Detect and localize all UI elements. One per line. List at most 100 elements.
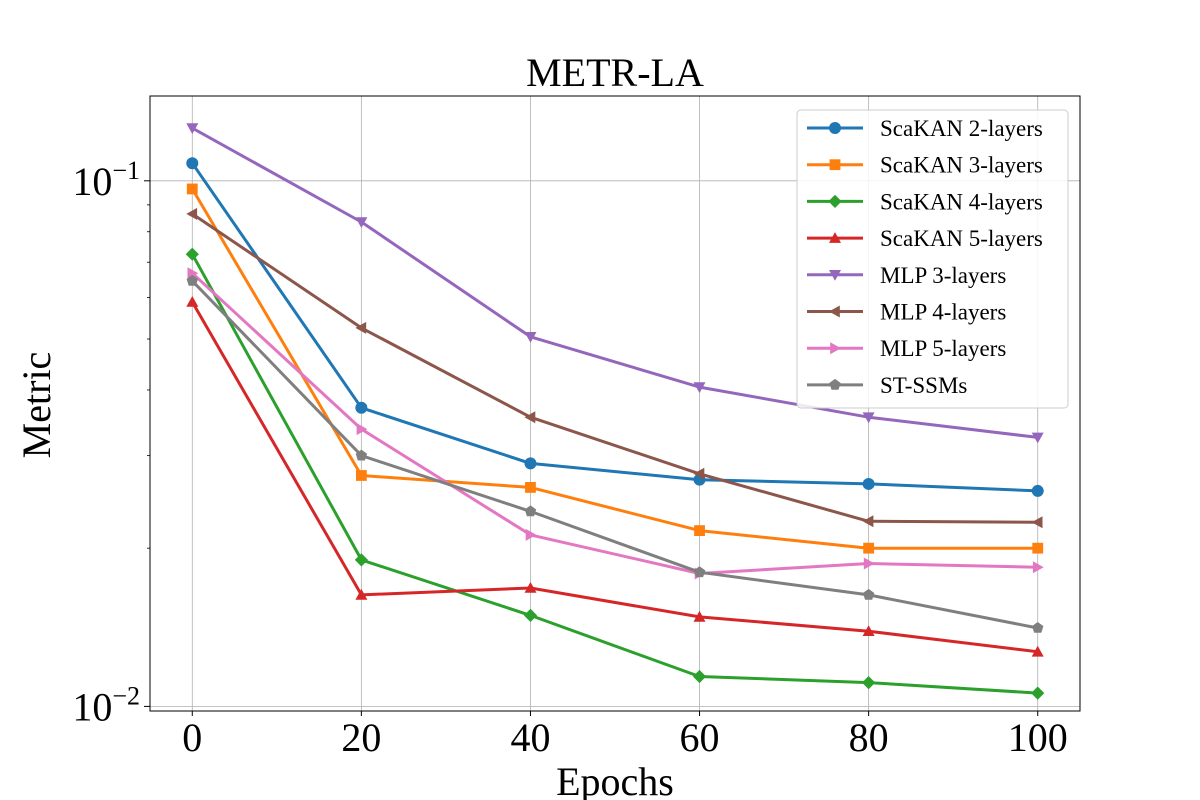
data-point (355, 449, 368, 461)
y-axis-label: Metric (14, 352, 59, 459)
series-5 (186, 207, 1043, 529)
series-line (191, 212, 1038, 524)
data-point (355, 470, 367, 481)
data-point (354, 553, 368, 567)
legend-label: ScaKAN 4-layers (880, 189, 1043, 214)
data-point (1032, 622, 1044, 633)
legend-marker (829, 159, 841, 171)
legend-label: MLP 4-layers (880, 300, 1006, 325)
data-point (863, 557, 875, 570)
legend-label: ScaKAN 5-layers (880, 226, 1043, 251)
legend-marker (829, 122, 841, 134)
series-4 (186, 123, 1044, 444)
data-point (1032, 542, 1044, 554)
legend-item: ScaKAN 2-layers (807, 116, 1043, 141)
legend-item: MLP 4-layers (807, 300, 1006, 325)
data-point (356, 423, 368, 436)
legend-label: MLP 5-layers (880, 336, 1006, 361)
data-point (525, 528, 537, 541)
series-0 (186, 157, 1044, 497)
plot-frame (149, 95, 1081, 712)
x-tick-label: 60 (680, 715, 720, 760)
legend-marker (829, 270, 841, 281)
legend-item: MLP 3-layers (807, 263, 1006, 288)
data-point (1031, 645, 1044, 657)
legend-label: ScaKAN 2-layers (880, 116, 1043, 141)
data-point (186, 296, 199, 307)
ticks: 0 20 40 60 80 100 10−1 10−2 (72, 156, 1067, 760)
data-point (525, 482, 536, 493)
data-point (355, 588, 368, 600)
data-point (185, 247, 199, 261)
data-point (524, 505, 537, 517)
data-point (186, 157, 199, 170)
data-point (524, 582, 537, 593)
x-tick-label: 40 (510, 715, 550, 760)
legend-marker (829, 378, 841, 390)
legend-box (796, 109, 1069, 409)
legend-item: ScaKAN 4-layers (807, 189, 1043, 214)
series-line (191, 279, 1038, 630)
data-point (862, 588, 875, 600)
series-3 (186, 296, 1044, 657)
legend-label: MLP 3-layers (880, 263, 1006, 288)
data-point (862, 676, 876, 690)
legend: ScaKAN 2-layers ScaKAN 3-layers ScaKAN 4-l… (796, 109, 1069, 409)
data-point (186, 274, 198, 286)
data-point (355, 217, 368, 228)
series-line (190, 253, 1038, 695)
data-point (863, 542, 875, 554)
data-point (186, 123, 199, 135)
legend-label: ST-SSMs (880, 373, 967, 398)
data-point (692, 669, 707, 684)
data-point (862, 477, 875, 490)
data-point (693, 467, 705, 480)
data-point (693, 610, 706, 622)
data-point (523, 608, 538, 622)
y-tick-label: 10−1 (72, 156, 140, 204)
x-axis-label: Epochs (556, 759, 674, 800)
data-point (187, 267, 199, 280)
data-point (862, 625, 875, 636)
data-point (1031, 686, 1045, 700)
series-line (191, 126, 1038, 439)
legend-label: ScaKAN 3-layers (880, 153, 1043, 178)
data-point (1031, 516, 1043, 529)
data-point (355, 401, 368, 414)
data-point (693, 382, 706, 394)
data-point (1031, 484, 1044, 497)
data-point (862, 515, 874, 528)
data-point (524, 457, 537, 470)
data-point (186, 183, 198, 195)
series-layer (185, 123, 1045, 700)
data-point (1031, 432, 1044, 444)
legend-marker (829, 232, 841, 243)
series-7 (186, 274, 1044, 633)
legend-item: MLP 5-layers (807, 336, 1006, 361)
series-line (191, 272, 1038, 575)
series-line (191, 162, 1038, 493)
x-tick-label: 80 (849, 715, 889, 760)
data-point (355, 321, 367, 334)
x-tick-label: 20 (341, 715, 381, 760)
data-point (524, 332, 537, 343)
x-tick-label: 100 (1008, 715, 1068, 760)
chart-title: METR-LA (526, 50, 704, 95)
data-point (693, 566, 706, 578)
series-line (191, 301, 1038, 654)
series-6 (187, 267, 1044, 580)
data-point (524, 411, 536, 424)
data-point (186, 207, 198, 220)
series-2 (185, 247, 1045, 700)
data-point (694, 525, 705, 537)
legend-marker (830, 342, 841, 355)
legend-item: ScaKAN 3-layers (807, 153, 1043, 178)
legend-item: ScaKAN 5-layers (807, 226, 1043, 251)
legend-item: ST-SSMs (807, 373, 967, 398)
y-tick-label: 10−2 (72, 681, 140, 729)
x-tick-label: 0 (182, 715, 202, 760)
legend-marker (829, 305, 840, 318)
legend-marker (828, 194, 842, 208)
data-point (1032, 561, 1044, 574)
